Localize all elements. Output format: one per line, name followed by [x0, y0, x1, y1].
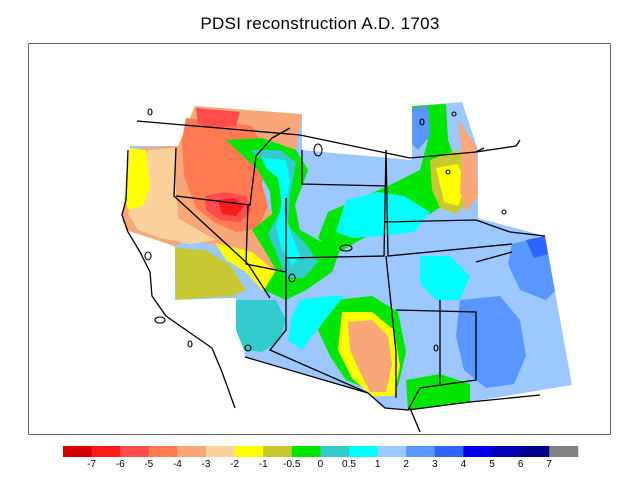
border-co-nm	[385, 255, 397, 398]
lake-1	[147, 108, 153, 116]
border-or-id	[175, 155, 257, 206]
border-nv-ut	[245, 203, 287, 273]
border-wy-co	[301, 150, 387, 187]
border-ok-tx	[395, 309, 477, 411]
border-ks	[475, 251, 513, 263]
legend-swatch	[549, 446, 579, 457]
field-salmon-south	[348, 320, 392, 392]
legend-swatch	[377, 446, 407, 457]
lake-8	[433, 344, 439, 352]
border-mexico	[244, 356, 541, 411]
legend-swatch	[148, 446, 178, 457]
legend-swatch	[320, 446, 350, 457]
lake-7	[501, 209, 507, 215]
legend-swatch	[406, 446, 436, 457]
field-cyan-inner	[262, 158, 300, 266]
legend-swatch	[263, 446, 293, 457]
border-id-mt	[255, 127, 291, 157]
border-mx-lower	[409, 407, 421, 433]
legend-swatch	[492, 446, 522, 457]
lakes	[144, 108, 507, 352]
legend-swatch	[520, 446, 550, 457]
border-canada-east	[475, 139, 521, 153]
lake-2	[419, 118, 425, 126]
lake-6	[445, 169, 451, 175]
border-ne	[383, 219, 511, 233]
legend-bar	[63, 446, 579, 457]
field-cyan-east	[336, 192, 430, 238]
legend-swatch	[463, 446, 493, 457]
field-cyan-nm	[420, 256, 470, 300]
border-ca-nv	[173, 147, 271, 299]
boundaries	[121, 120, 546, 433]
lake-3	[451, 111, 457, 117]
field-salmon-east	[458, 120, 478, 212]
lake-13	[288, 273, 296, 283]
field-teal-southwest	[236, 300, 286, 352]
field-peach-west	[128, 148, 215, 244]
lake-4	[313, 143, 323, 157]
border-az-nm	[268, 258, 369, 394]
lake-5	[339, 244, 353, 252]
border-east-stub	[509, 231, 546, 237]
field-darkblue-ne	[526, 236, 548, 258]
mask-mexico	[240, 357, 610, 434]
field-yellow-mid	[215, 243, 276, 290]
mask-canada-gap	[302, 106, 412, 160]
coastline-pacific	[121, 149, 236, 409]
field-yellow-east	[436, 164, 466, 206]
legend-swatch	[434, 446, 464, 457]
field-blue-ne	[408, 106, 430, 150]
legend-swatch	[63, 446, 93, 457]
legend-swatch	[91, 446, 121, 457]
lake-12	[144, 251, 152, 261]
pdsi-field	[122, 102, 572, 410]
field-red-nw	[196, 108, 240, 128]
border-ut-top	[285, 149, 387, 259]
border-mt-nd	[385, 149, 513, 257]
mask-sw-coast	[175, 298, 246, 434]
mask-areas	[29, 44, 610, 434]
field-blue-se	[456, 296, 526, 388]
legend-swatch	[291, 446, 321, 457]
legend-swatch	[206, 446, 236, 457]
field-cyan-south	[288, 296, 344, 350]
field-yellow-west	[124, 148, 150, 210]
map-title: PDSI reconstruction A.D. 1703	[200, 14, 440, 33]
lake-9	[187, 340, 193, 348]
mask-east	[478, 44, 610, 385]
legend-swatch	[349, 446, 379, 457]
legend-swatch	[120, 446, 150, 457]
field-olive-west	[175, 248, 246, 300]
legend-swatch	[234, 446, 264, 457]
lake-10	[244, 344, 252, 352]
legend-swatch	[177, 446, 207, 457]
border-canada	[136, 120, 485, 159]
lake-11	[154, 316, 166, 324]
